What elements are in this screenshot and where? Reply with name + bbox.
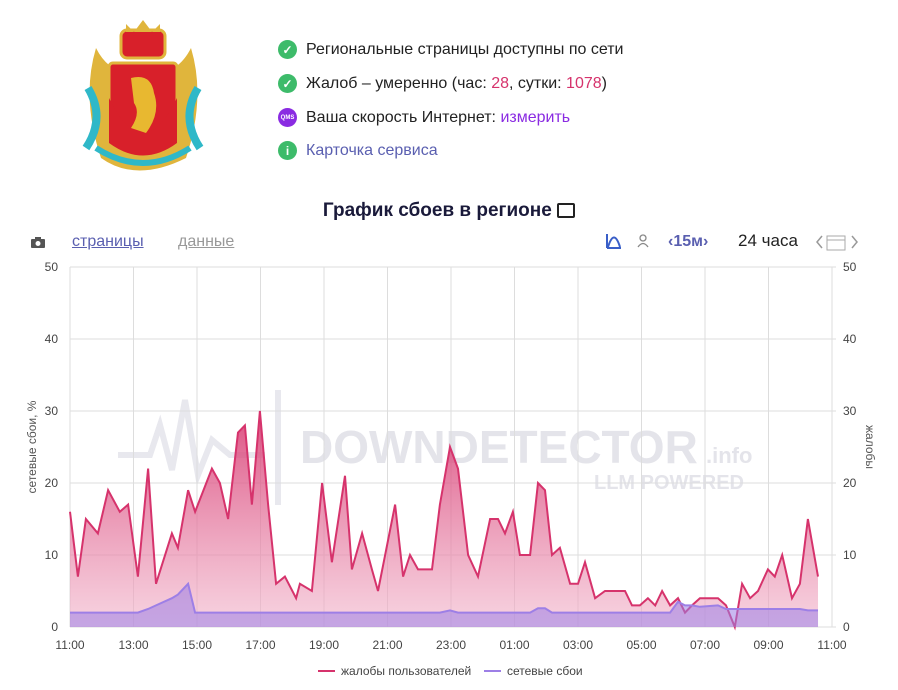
y2-tick-label: 10 <box>843 548 857 562</box>
qms-icon: QMS <box>278 108 297 127</box>
x-tick-label: 13:00 <box>118 638 148 652</box>
range[interactable]: 24 часа <box>738 231 798 250</box>
y-axis-label: сетевые сбои, % <box>25 400 39 493</box>
date-nav[interactable] <box>815 233 859 251</box>
line <box>70 581 818 614</box>
monitor-icon <box>557 203 576 219</box>
chart-title-wrap: График сбоев в регионе <box>0 200 898 222</box>
status-text: Жалоб – умеренно (час: <box>306 74 492 92</box>
interval[interactable]: ‹15м› <box>668 233 709 250</box>
y2-tick-label: 50 <box>843 260 857 274</box>
y-tick-label: 40 <box>45 332 59 346</box>
interval-value: 15м <box>673 233 703 250</box>
watermark: .info <box>706 443 752 468</box>
y2-axis-label: жалобы <box>863 425 877 469</box>
area <box>70 411 819 627</box>
measure-link[interactable]: измерить <box>500 108 571 126</box>
chart-title: График сбоев в регионе <box>322 200 552 221</box>
chart-type-icon[interactable] <box>605 232 623 250</box>
legend-label: сетевые сбои <box>507 664 583 678</box>
x-tick-label: 11:00 <box>55 638 84 652</box>
status-text: ) <box>601 74 607 92</box>
hour-count: 28 <box>491 74 509 92</box>
y-tick-label: 10 <box>45 548 59 562</box>
check-icon: ✓ <box>278 74 297 93</box>
info-icon: i <box>278 141 297 160</box>
camera-icon[interactable] <box>30 235 46 249</box>
x-tick-label: 11:00 <box>817 638 846 652</box>
y-tick-label: 20 <box>45 476 59 490</box>
x-tick-label: 05:00 <box>626 638 656 652</box>
coat-of-arms <box>82 20 204 171</box>
status-item: i Карточка сервиса <box>278 141 438 160</box>
watermark: DOWNDETECTOR <box>300 421 698 473</box>
legend-label: жалобы пользователей <box>341 664 471 678</box>
x-tick-label: 17:00 <box>245 638 275 652</box>
service-card-link[interactable]: Карточка сервиса <box>306 141 438 159</box>
x-tick-label: 09:00 <box>753 638 783 652</box>
tab-data[interactable]: данные <box>178 233 235 250</box>
tab-pages[interactable]: страницы <box>72 233 144 250</box>
status-text: , сутки: <box>509 74 567 92</box>
y-tick-label: 0 <box>51 620 58 634</box>
status-item: ✓ Жалоб – умеренно (час: 28, сутки: 1078) <box>278 74 607 93</box>
x-tick-label: 01:00 <box>499 638 529 652</box>
status-item: ✓ Региональные страницы доступны по сети <box>278 40 623 59</box>
check-icon: ✓ <box>278 40 297 59</box>
x-tick-label: 23:00 <box>436 638 466 652</box>
y2-tick-label: 30 <box>843 404 857 418</box>
status-text: Ваша скорость Интернет: <box>306 108 501 126</box>
day-count: 1078 <box>566 74 602 92</box>
x-tick-label: 21:00 <box>372 638 402 652</box>
status-item: QMS Ваша скорость Интернет: измерить <box>278 108 570 127</box>
y2-tick-label: 20 <box>843 476 857 490</box>
y-tick-label: 30 <box>45 404 59 418</box>
x-tick-label: 07:00 <box>690 638 720 652</box>
x-tick-label: 19:00 <box>309 638 339 652</box>
user-icon[interactable] <box>637 234 649 248</box>
y-tick-label: 50 <box>45 260 59 274</box>
line <box>69 410 819 631</box>
area <box>70 583 819 627</box>
x-tick-label: 15:00 <box>182 638 212 652</box>
watermark-logo <box>118 390 281 505</box>
y2-tick-label: 0 <box>843 620 850 634</box>
status-text: Региональные страницы доступны по сети <box>306 40 624 58</box>
y2-tick-label: 40 <box>843 332 857 346</box>
x-tick-label: 03:00 <box>563 638 593 652</box>
